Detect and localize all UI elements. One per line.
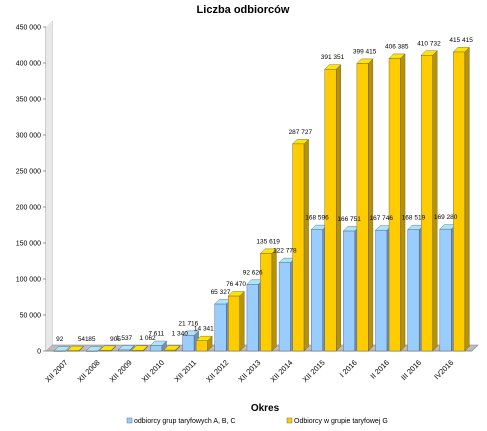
bar-series-2: [356, 58, 374, 352]
x-tick-label: II 2016: [368, 358, 391, 381]
data-label-series-2: 1 062: [139, 335, 156, 342]
legend-swatch-series-2: [286, 417, 293, 424]
y-tick-label: 100 000: [16, 277, 41, 284]
y-tick-label: 350 000: [16, 97, 41, 104]
x-tick-label: XII 2015: [301, 358, 327, 384]
x-axis-label: Okres: [251, 403, 280, 414]
side-wall: [46, 21, 52, 351]
bar-series-2: [452, 46, 470, 352]
chart-title: Liczba odbiorców: [197, 4, 290, 16]
data-label-series-1: 92 626: [243, 269, 263, 276]
data-label-series-2: 76 470: [226, 281, 246, 288]
x-tick-label: XII 2007: [43, 358, 69, 384]
data-label-series-1: 169 280: [434, 214, 458, 221]
data-label-series-1: 65 327: [211, 289, 231, 296]
y-tick-label: 200 000: [16, 205, 41, 212]
legend-label-series-2: Odbiorcy w grupie taryfowej G: [294, 418, 388, 425]
x-tick-label: XII 2009: [108, 358, 134, 384]
bar-series-2: [67, 345, 84, 352]
bar-series-1: [53, 345, 71, 352]
data-label-series-2: 1 340: [172, 331, 189, 338]
bars: [53, 46, 470, 352]
data-label-series-1: 92: [56, 336, 64, 343]
x-tick-label: XII 2010: [140, 358, 166, 384]
x-tick-label: XII 2008: [76, 358, 102, 384]
bar-series-2: [227, 290, 245, 352]
data-label-series-1: 21 716: [178, 320, 198, 327]
x-tick-label: XII 2013: [236, 358, 262, 384]
y-tick-label: 300 000: [16, 133, 41, 140]
legend-swatch-series-1: [126, 417, 133, 424]
data-label-series-2: 406 385: [385, 43, 409, 50]
data-label-series-1: 168 596: [305, 215, 329, 222]
y-tick-label: 250 000: [16, 169, 41, 176]
bar-series-1: [149, 340, 167, 352]
bar-series-2: [388, 53, 406, 352]
data-label-series-2: 905: [110, 336, 121, 343]
bar-series-2: [99, 345, 117, 352]
y-tick-label: 450 000: [16, 25, 41, 32]
bar-series-2: [324, 64, 342, 352]
data-label-series-2: 287 727: [289, 129, 313, 136]
x-tick-label: XII 2012: [204, 358, 230, 384]
y-tick-label: 150 000: [16, 241, 41, 248]
legend-label-series-1: odbiorcy grup taryfowych A, B, C: [134, 418, 236, 425]
y-tick-label: 400 000: [16, 61, 41, 68]
y-tick-label: 50 000: [20, 313, 42, 320]
bar-series-2: [292, 138, 310, 352]
bar-series-2: [259, 248, 277, 352]
data-label-series-1: 7 611: [148, 331, 164, 338]
bar-series-2: [195, 335, 213, 352]
bar-series-2: [163, 345, 181, 352]
bar-series-2: [131, 345, 149, 352]
data-label-series-2: 135 619: [256, 238, 280, 245]
data-label-series-2: 399 415: [353, 48, 377, 55]
x-tick-labels: XII 2007 XII 2008 XII 2009 XII 2010 XII 2011…: [43, 358, 455, 384]
data-label-series-2: 415 415: [449, 37, 473, 44]
bar-series-2: [420, 50, 438, 352]
data-label-series-1: 167 746: [370, 215, 394, 222]
x-tick-label: IV2016: [432, 358, 455, 381]
data-label-series-1: 166 751: [337, 216, 361, 223]
data-label-series-2: 541: [78, 336, 89, 343]
data-label-series-1: 85: [88, 336, 96, 343]
data-label-series-2: 14 341: [194, 326, 214, 333]
data-label-series-2: 410 732: [417, 40, 441, 47]
bar-series-1: [117, 344, 135, 352]
data-label-series-1: 168 519: [402, 215, 426, 222]
y-tick-label: 0: [37, 349, 41, 356]
x-tick-label: XII 2011: [172, 358, 198, 384]
x-tick-label: I 2016: [338, 358, 359, 379]
x-tick-label: XII 2014: [268, 358, 294, 384]
data-label-series-2: 391 351: [321, 54, 345, 61]
data-label-series-1: 122 778: [273, 248, 297, 255]
x-tick-label: III 2016: [399, 358, 423, 382]
data-label-series-1: 1 537: [116, 335, 133, 342]
legend: odbiorcy grup taryfowych A, B, C Odbiorcy…: [126, 417, 388, 425]
bar-series-1: [85, 345, 103, 352]
